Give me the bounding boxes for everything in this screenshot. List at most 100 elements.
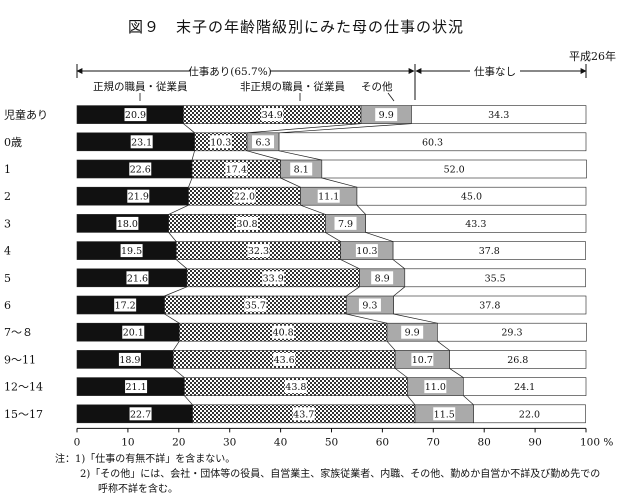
- data-label-regular: 22.6: [130, 165, 151, 176]
- connector-line: [463, 395, 474, 406]
- connector-line: [300, 204, 326, 215]
- category-label: 12～14: [4, 381, 43, 394]
- other-series-label: その他: [361, 80, 393, 93]
- x-tick-label: 50: [325, 436, 338, 448]
- data-label-background: [129, 162, 152, 176]
- data-label-regular: 22.7: [130, 409, 151, 420]
- data-label-other: 8.9: [375, 273, 390, 284]
- data-label-regular: 20.1: [123, 328, 144, 339]
- connector-line: [346, 286, 360, 297]
- bar-not-working: [356, 186, 587, 206]
- data-label-background: [284, 380, 307, 394]
- data-label-not-working: 29.3: [501, 328, 522, 339]
- data-label-background: [125, 380, 148, 394]
- connector-line: [246, 123, 362, 134]
- connector-lines: [164, 123, 474, 406]
- data-label-background: [433, 407, 456, 421]
- data-label-background: [272, 325, 295, 339]
- data-label-regular: 17.2: [115, 301, 136, 312]
- data-label-other: 11.0: [425, 382, 446, 393]
- category-label: 2: [4, 190, 11, 203]
- data-label-background: [375, 108, 398, 122]
- connector-line: [386, 340, 396, 351]
- data-label-not-working: 26.8: [507, 355, 528, 366]
- regular-series-label: 正規の職員・従業員: [93, 80, 188, 93]
- data-label-other: 10.3: [356, 246, 377, 257]
- x-tick-label: 0: [74, 436, 81, 448]
- category-labels: 児童あり 0歳 1 2 3 4 5 6 7～８ 9～11 12～14 15～17: [4, 108, 48, 421]
- data-label-background: [127, 189, 150, 203]
- connector-line: [278, 150, 322, 161]
- data-label-background: [116, 216, 139, 230]
- category-label: 児童あり: [4, 108, 48, 122]
- nonregular-series-label: 非正規の職員・従業員: [240, 80, 345, 93]
- data-label-other: 9.3: [362, 301, 377, 312]
- connector-line: [394, 368, 408, 378]
- data-label-background: [233, 189, 256, 203]
- data-label-regular: 21.6: [127, 273, 148, 284]
- x-tick-label: 10: [121, 436, 134, 448]
- data-label-background: [261, 108, 284, 122]
- data-label-regular: 23.1: [131, 137, 152, 148]
- bar-not-working: [449, 350, 587, 369]
- data-label-nonregular: 30.8: [236, 219, 257, 230]
- data-label-regular: 21.1: [125, 382, 146, 393]
- data-label-not-working: 34.3: [488, 110, 509, 121]
- data-label-not-working: 45.0: [461, 192, 482, 203]
- note-line-3: 呼称不詳を含む。: [98, 482, 178, 495]
- data-label-background: [358, 298, 381, 312]
- data-label-nonregular: 43.6: [274, 355, 295, 366]
- data-label-nonregular: 33.9: [263, 273, 284, 284]
- bar-not-working: [392, 241, 586, 260]
- data-label-not-working: 37.8: [479, 246, 500, 257]
- connector-line: [346, 313, 388, 324]
- category-label: 3: [4, 217, 11, 230]
- data-label-background: [424, 380, 447, 394]
- data-label-regular: 20.9: [125, 110, 146, 121]
- data-label-background: [262, 271, 285, 285]
- bar-not-working: [321, 159, 587, 179]
- connector-line: [449, 368, 464, 378]
- connector-line: [321, 177, 358, 188]
- data-label-background: [130, 135, 153, 149]
- data-label-nonregular: 43.8: [285, 382, 306, 393]
- connector-line: [183, 123, 195, 134]
- connector-line: [437, 340, 450, 351]
- data-label-background: [118, 352, 141, 366]
- data-label-background: [120, 244, 143, 258]
- connector-line: [184, 395, 193, 406]
- data-label-background: [236, 216, 259, 230]
- data-label-not-working: 37.8: [479, 301, 500, 312]
- data-label-not-working: 43.3: [465, 219, 486, 230]
- connector-line: [356, 204, 366, 215]
- bars: [76, 105, 587, 424]
- data-label-other: 11.1: [318, 192, 339, 203]
- data-label-background: [252, 135, 275, 149]
- bar-not-working: [365, 214, 587, 233]
- data-label-background: [124, 108, 147, 122]
- x-tick-label: 40: [274, 436, 287, 448]
- data-label-background: [355, 244, 378, 258]
- x-tick-label: 80: [478, 436, 491, 448]
- data-label-background: [225, 162, 248, 176]
- era-label: 平成26年: [569, 49, 616, 63]
- working-label: 仕事あり(65.7%): [188, 65, 272, 78]
- x-axis: 0 10 20 30 40 50 60 70 80 90 100 %: [74, 427, 613, 448]
- data-label-regular: 18.0: [117, 219, 138, 230]
- data-label-background: [290, 162, 313, 176]
- x-tick-label: 60: [376, 436, 389, 448]
- note-line-2: 2)「その他」には、会社・団体等の役員、自営業主、家族従業者、内職、その他、勤め…: [80, 467, 600, 480]
- data-label-nonregular: 43.7: [293, 409, 314, 420]
- data-label-regular: 21.9: [128, 192, 149, 203]
- data-label-background: [247, 244, 270, 258]
- category-label: 15～17: [4, 408, 43, 421]
- data-label-not-working: 35.5: [485, 273, 506, 284]
- category-label: 6: [4, 299, 11, 312]
- data-label-not-working: 22.0: [519, 409, 540, 420]
- bar-not-working: [278, 132, 587, 152]
- x-tick-label: 70: [427, 436, 440, 448]
- data-label-background: [273, 352, 296, 366]
- connector-line: [176, 259, 188, 270]
- data-label-not-working: 60.3: [422, 137, 443, 148]
- data-label-other: 9.9: [405, 328, 420, 339]
